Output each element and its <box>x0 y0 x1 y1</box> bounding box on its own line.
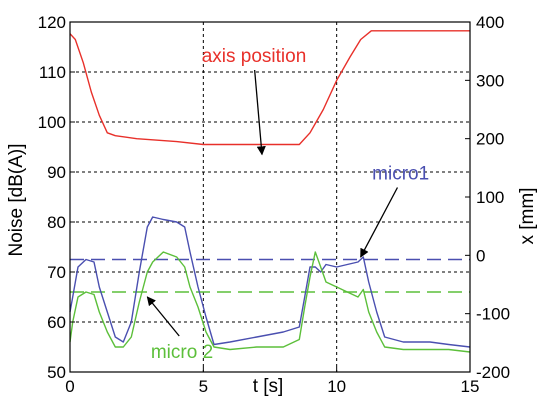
tick-labels: 0 5 10 15 50 60 70 80 90 100 110 120 -200 -100 0 100 200… <box>38 13 510 396</box>
annotation-label-micro-2: micro 2 <box>151 342 213 363</box>
y-right-tick-label-5: 300 <box>476 71 504 90</box>
y-left-tick-label-7: 120 <box>38 13 66 32</box>
y-right-tick-label-3: 100 <box>476 188 504 207</box>
annotation-arrow-axis-position <box>253 69 266 156</box>
y-right-tick-label-2: 0 <box>476 246 485 265</box>
x-axis-label: t [s] <box>253 376 284 397</box>
series-line-axis-position <box>69 30 470 146</box>
y-right-tick-label-1: -100 <box>476 305 510 324</box>
axis-labels: t [s] Noise [dB(A)] x [mm] <box>6 144 538 397</box>
y-left-tick-label-4: 90 <box>47 163 66 182</box>
x-tick-label-0: 0 <box>65 377 74 396</box>
annotation-arrow-micro-2 <box>146 296 180 337</box>
y-left-tick-label-1: 60 <box>47 313 66 332</box>
y-left-tick-label-0: 50 <box>47 363 66 382</box>
y-left-tick-label-2: 70 <box>47 263 66 282</box>
y-left-tick-label-3: 80 <box>47 213 66 232</box>
grid-lines <box>70 22 470 372</box>
annotation-arrow-micro1 <box>360 187 399 258</box>
x-tick-label-1: 5 <box>199 377 208 396</box>
y-axis-left-label: Noise [dB(A)] <box>6 144 27 257</box>
y-right-tick-label-4: 200 <box>476 130 504 149</box>
plot-border <box>69 21 471 373</box>
annotation-label-axis-position: axis position <box>202 46 307 67</box>
series-line-micro-2 <box>69 251 471 353</box>
y-axis-right-label: x [mm] <box>517 188 538 245</box>
y-left-tick-label-6: 110 <box>39 63 66 82</box>
annotations: axis position micro1 micro 2 <box>146 46 429 363</box>
x-tick-label-3: 15 <box>461 377 480 396</box>
plot-frame <box>69 21 471 373</box>
y-right-tick-label-6: 400 <box>476 13 504 32</box>
x-tick-label-2: 10 <box>327 377 346 396</box>
plot-series <box>69 30 471 353</box>
y-right-tick-label-0: -200 <box>476 363 510 382</box>
series-line-micro1 <box>69 216 471 348</box>
y-left-tick-label-5: 100 <box>38 113 66 132</box>
annotation-label-micro1: micro1 <box>372 164 429 185</box>
